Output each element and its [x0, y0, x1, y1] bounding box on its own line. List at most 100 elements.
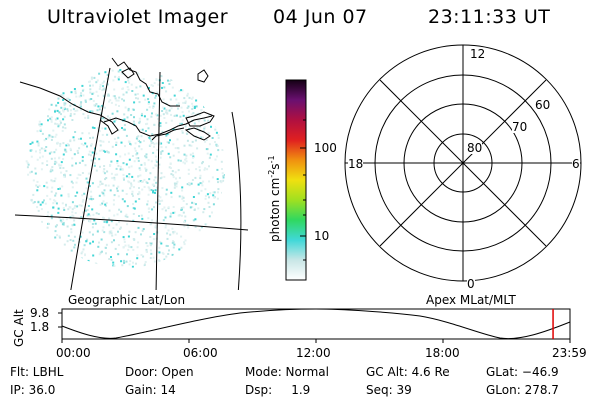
emission-pixel: [150, 139, 153, 142]
emission-pixel: [70, 228, 73, 231]
emission-pixel: [53, 163, 56, 165]
emission-pixel: [149, 235, 152, 238]
emission-pixel: [86, 238, 89, 241]
emission-pixel: [101, 89, 104, 92]
emission-pixel: [56, 234, 59, 237]
emission-pixel: [144, 261, 147, 263]
emission-pixel: [208, 196, 210, 199]
emission-pixel: [86, 145, 88, 148]
emission-pixel: [203, 126, 206, 129]
emission-pixel: [94, 262, 97, 265]
emission-pixel: [92, 240, 94, 243]
emission-pixel: [183, 220, 186, 223]
emission-pixel: [91, 226, 94, 229]
emission-pixel: [96, 79, 99, 82]
emission-pixel: [209, 156, 211, 159]
emission-pixel: [205, 138, 208, 141]
emission-pixel: [49, 198, 52, 201]
emission-pixel: [73, 139, 76, 142]
emission-pixel: [71, 182, 74, 185]
emission-pixel: [65, 144, 68, 147]
emission-pixel: [173, 186, 176, 189]
emission-pixel: [130, 185, 133, 188]
emission-pixel: [80, 252, 83, 255]
altitude-curve: [61, 308, 571, 340]
emission-pixel: [165, 90, 168, 93]
emission-pixel: [155, 113, 158, 116]
emission-pixel: [216, 197, 219, 200]
emission-pixel: [129, 260, 132, 263]
emission-pixel: [207, 148, 209, 151]
emission-pixel: [119, 155, 122, 158]
emission-pixel: [145, 248, 148, 251]
emission-pixel: [139, 168, 142, 171]
emission-pixel: [88, 80, 90, 83]
emission-pixel: [67, 234, 70, 237]
emission-pixel: [124, 106, 127, 109]
emission-pixel: [169, 80, 171, 83]
emission-pixel: [125, 260, 128, 263]
emission-pixel: [134, 142, 137, 145]
emission-pixel: [128, 81, 130, 84]
emission-pixel: [78, 95, 81, 98]
emission-pixel: [36, 158, 39, 161]
emission-pixel: [216, 178, 219, 181]
emission-pixel: [125, 91, 128, 94]
emission-pixel: [71, 186, 74, 189]
emission-pixel: [122, 246, 125, 249]
emission-pixel: [86, 181, 89, 184]
emission-pixel: [150, 84, 153, 87]
emission-pixel: [171, 253, 174, 256]
emission-pixel: [117, 164, 120, 167]
emission-pixel: [91, 223, 94, 225]
emission-pixel: [150, 90, 153, 93]
emission-pixel: [153, 145, 155, 148]
emission-pixel: [190, 97, 193, 100]
emission-pixel: [26, 166, 29, 169]
emission-pixel: [164, 224, 167, 227]
emission-pixel: [182, 196, 185, 199]
emission-pixel: [176, 180, 179, 183]
emission-pixel: [155, 201, 157, 204]
emission-pixel: [84, 116, 87, 119]
emission-pixel: [54, 118, 57, 121]
emission-pixel: [197, 183, 200, 186]
emission-pixel: [152, 191, 154, 194]
emission-pixel: [67, 97, 70, 100]
emission-pixel: [183, 153, 186, 156]
emission-pixel: [131, 155, 134, 157]
emission-pixel: [59, 120, 62, 123]
emission-pixel: [127, 235, 130, 238]
emission-pixel: [79, 235, 82, 238]
emission-pixel: [160, 146, 163, 149]
emission-pixel: [113, 137, 116, 140]
emission-pixel: [172, 154, 175, 157]
emission-pixel: [122, 93, 125, 96]
emission-pixel: [177, 147, 180, 150]
emission-pixel: [51, 169, 54, 172]
emission-pixel: [192, 155, 195, 158]
emission-pixel: [127, 152, 130, 155]
emission-pixel: [121, 127, 123, 129]
emission-pixel: [56, 109, 59, 112]
emission-pixel: [131, 190, 134, 193]
emission-pixel: [57, 211, 60, 214]
emission-pixel: [182, 101, 185, 104]
emission-pixel: [137, 157, 140, 160]
emission-pixel: [214, 158, 217, 161]
emission-pixel: [147, 102, 150, 105]
emission-pixel: [72, 136, 75, 139]
emission-pixel: [184, 158, 187, 161]
emission-pixel: [29, 171, 32, 174]
emission-pixel: [104, 150, 107, 153]
emission-pixel: [110, 241, 113, 244]
emission-pixel: [146, 244, 149, 247]
emission-pixel: [90, 198, 93, 200]
emission-pixel: [102, 170, 105, 173]
emission-pixel: [105, 221, 108, 224]
emission-pixel: [149, 172, 152, 175]
emission-pixel: [141, 128, 144, 131]
emission-pixel: [166, 237, 169, 240]
emission-pixel: [148, 211, 151, 213]
emission-pixel: [107, 94, 110, 97]
